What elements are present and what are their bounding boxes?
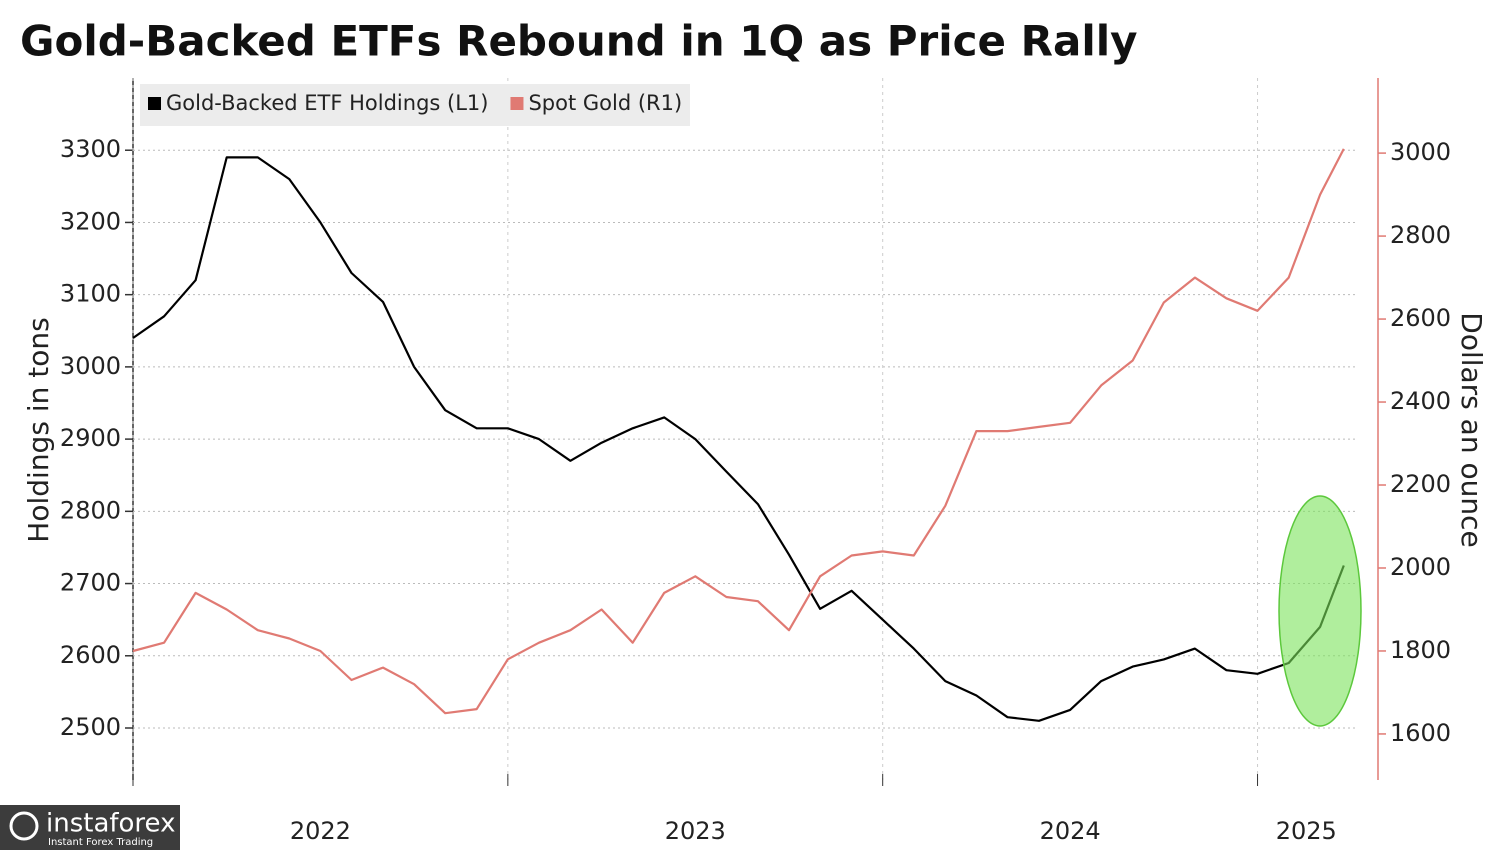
highlight-ellipse [1278,495,1362,727]
x-tick-label: 2023 [665,817,726,845]
y2-tick-label: 1800 [1390,636,1451,664]
y2-tick-label: 1600 [1390,719,1451,747]
y-tick-label: 2700 [60,569,121,597]
watermark-brand: instaforex [46,809,175,839]
grid: 2500 2600 2700 2800 2900 3000 3100 3200 3300 1600… [60,78,1451,845]
y-tick-label: 2900 [60,424,121,452]
y2-tick-label: 2600 [1390,304,1451,332]
watermark-box [0,805,180,850]
y2-tick-label: 2400 [1390,387,1451,415]
watermark-tagline: Instant Forex Trading [48,837,153,848]
y-tick-label: 3000 [60,352,121,380]
legend: Gold-Backed ETF Holdings (L1) Spot Gold (… [140,84,690,126]
legend-label: Spot Gold (R1) [528,91,682,115]
y-tick-label: 3100 [60,280,121,308]
legend-swatch [510,97,524,110]
x-tick-label: 2025 [1276,817,1337,845]
y-tick-label: 2800 [60,496,121,524]
y-tick-label: 3300 [60,135,121,163]
y2-axis-label: Dollars an ounce [1455,312,1488,547]
x-tick-label: 2022 [290,817,351,845]
line-series [132,148,1345,715]
chart-title: Gold-Backed ETFs Rebound in 1Q as Price … [20,17,1138,66]
legend-swatch [148,97,161,110]
plot [132,148,1345,722]
y-axis-label: Holdings in tons [22,317,55,542]
line-series [132,156,1345,722]
watermark-icon [9,811,39,841]
y-tick-label: 2500 [60,713,121,741]
y2-tick-label: 2800 [1390,221,1451,249]
y-tick-label: 2600 [60,641,121,669]
y2-tick-label: 3000 [1390,138,1451,166]
legend-label: Gold-Backed ETF Holdings (L1) [166,91,488,115]
legend-box [140,84,690,126]
y2-tick-label: 2200 [1390,470,1451,498]
x-tick-label: 2024 [1040,817,1101,845]
y2-tick-label: 2000 [1390,553,1451,581]
watermark: instaforex Instant Forex Trading [0,805,180,850]
y-tick-label: 3200 [60,207,121,235]
